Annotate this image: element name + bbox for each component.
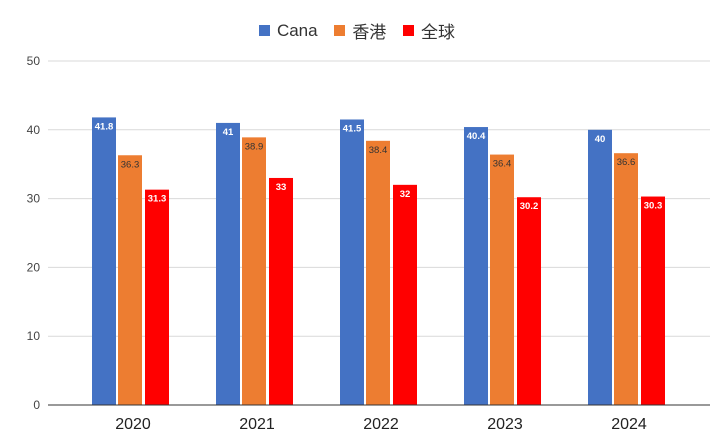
data-label: 41	[223, 127, 234, 138]
legend-item-global[interactable]: 全球	[403, 18, 455, 43]
data-labels: 41.8 36.3 31.3 41 38.9 33 41.5 38.4 32 40.4 36.4 30…	[95, 121, 663, 212]
bar[interactable]	[216, 122, 240, 406]
y-tick-label: 40	[27, 123, 41, 137]
x-axis-ticks: 2020 2021 2022 2023 2024	[115, 416, 647, 433]
legend-item-hong-kong[interactable]: 香港	[334, 18, 386, 43]
y-tick-label: 0	[33, 398, 40, 412]
y-tick-label: 10	[27, 329, 41, 343]
bar[interactable]	[614, 153, 638, 405]
legend-label-global: 全球	[421, 23, 456, 42]
bar[interactable]	[641, 196, 665, 405]
data-label: 30.2	[520, 201, 539, 212]
bar[interactable]	[145, 189, 169, 405]
bar[interactable]	[366, 140, 390, 406]
data-label: 38.9	[245, 141, 264, 152]
bar[interactable]	[269, 177, 293, 405]
bar[interactable]	[490, 154, 514, 405]
bar[interactable]	[588, 129, 612, 406]
data-label: 31.3	[148, 194, 167, 205]
bar[interactable]	[517, 197, 541, 405]
x-tick-label: 2023	[487, 416, 523, 433]
x-tick-label: 2022	[363, 416, 399, 433]
bar[interactable]	[393, 184, 417, 405]
legend-swatch-global	[403, 25, 415, 36]
bar[interactable]	[242, 137, 266, 406]
data-label: 30.3	[644, 201, 663, 212]
bar[interactable]	[340, 119, 364, 405]
data-label: 40.4	[467, 131, 486, 142]
legend-swatch-cana	[258, 25, 270, 36]
legend-item-cana[interactable]: Cana	[258, 20, 318, 41]
data-label: 41.8	[95, 121, 114, 132]
data-label: 36.4	[493, 159, 512, 170]
data-label: 36.3	[121, 159, 140, 170]
x-tick-label: 2021	[239, 416, 275, 433]
bar[interactable]	[118, 155, 142, 405]
y-tick-label: 30	[27, 192, 41, 206]
bar[interactable]	[464, 127, 488, 405]
data-label: 33	[276, 182, 287, 193]
chart-legend: Cana 香港 全球	[0, 18, 714, 43]
legend-label-cana: Cana	[276, 20, 318, 40]
data-label: 38.4	[369, 145, 388, 156]
data-label: 36.6	[617, 157, 636, 168]
x-tick-label: 2024	[611, 416, 647, 433]
data-label: 32	[400, 189, 411, 200]
y-tick-label: 20	[27, 260, 41, 274]
data-label: 40	[595, 134, 606, 145]
legend-label-hong-kong: 香港	[352, 23, 387, 42]
x-tick-label: 2020	[115, 416, 151, 433]
y-axis-ticks: 0 10 20 30 40 50	[27, 54, 41, 412]
legend-swatch-hong-kong	[334, 25, 346, 36]
bars	[92, 117, 665, 406]
data-label: 41.5	[343, 123, 362, 134]
bar[interactable]	[92, 117, 116, 405]
y-tick-label: 50	[27, 54, 41, 68]
